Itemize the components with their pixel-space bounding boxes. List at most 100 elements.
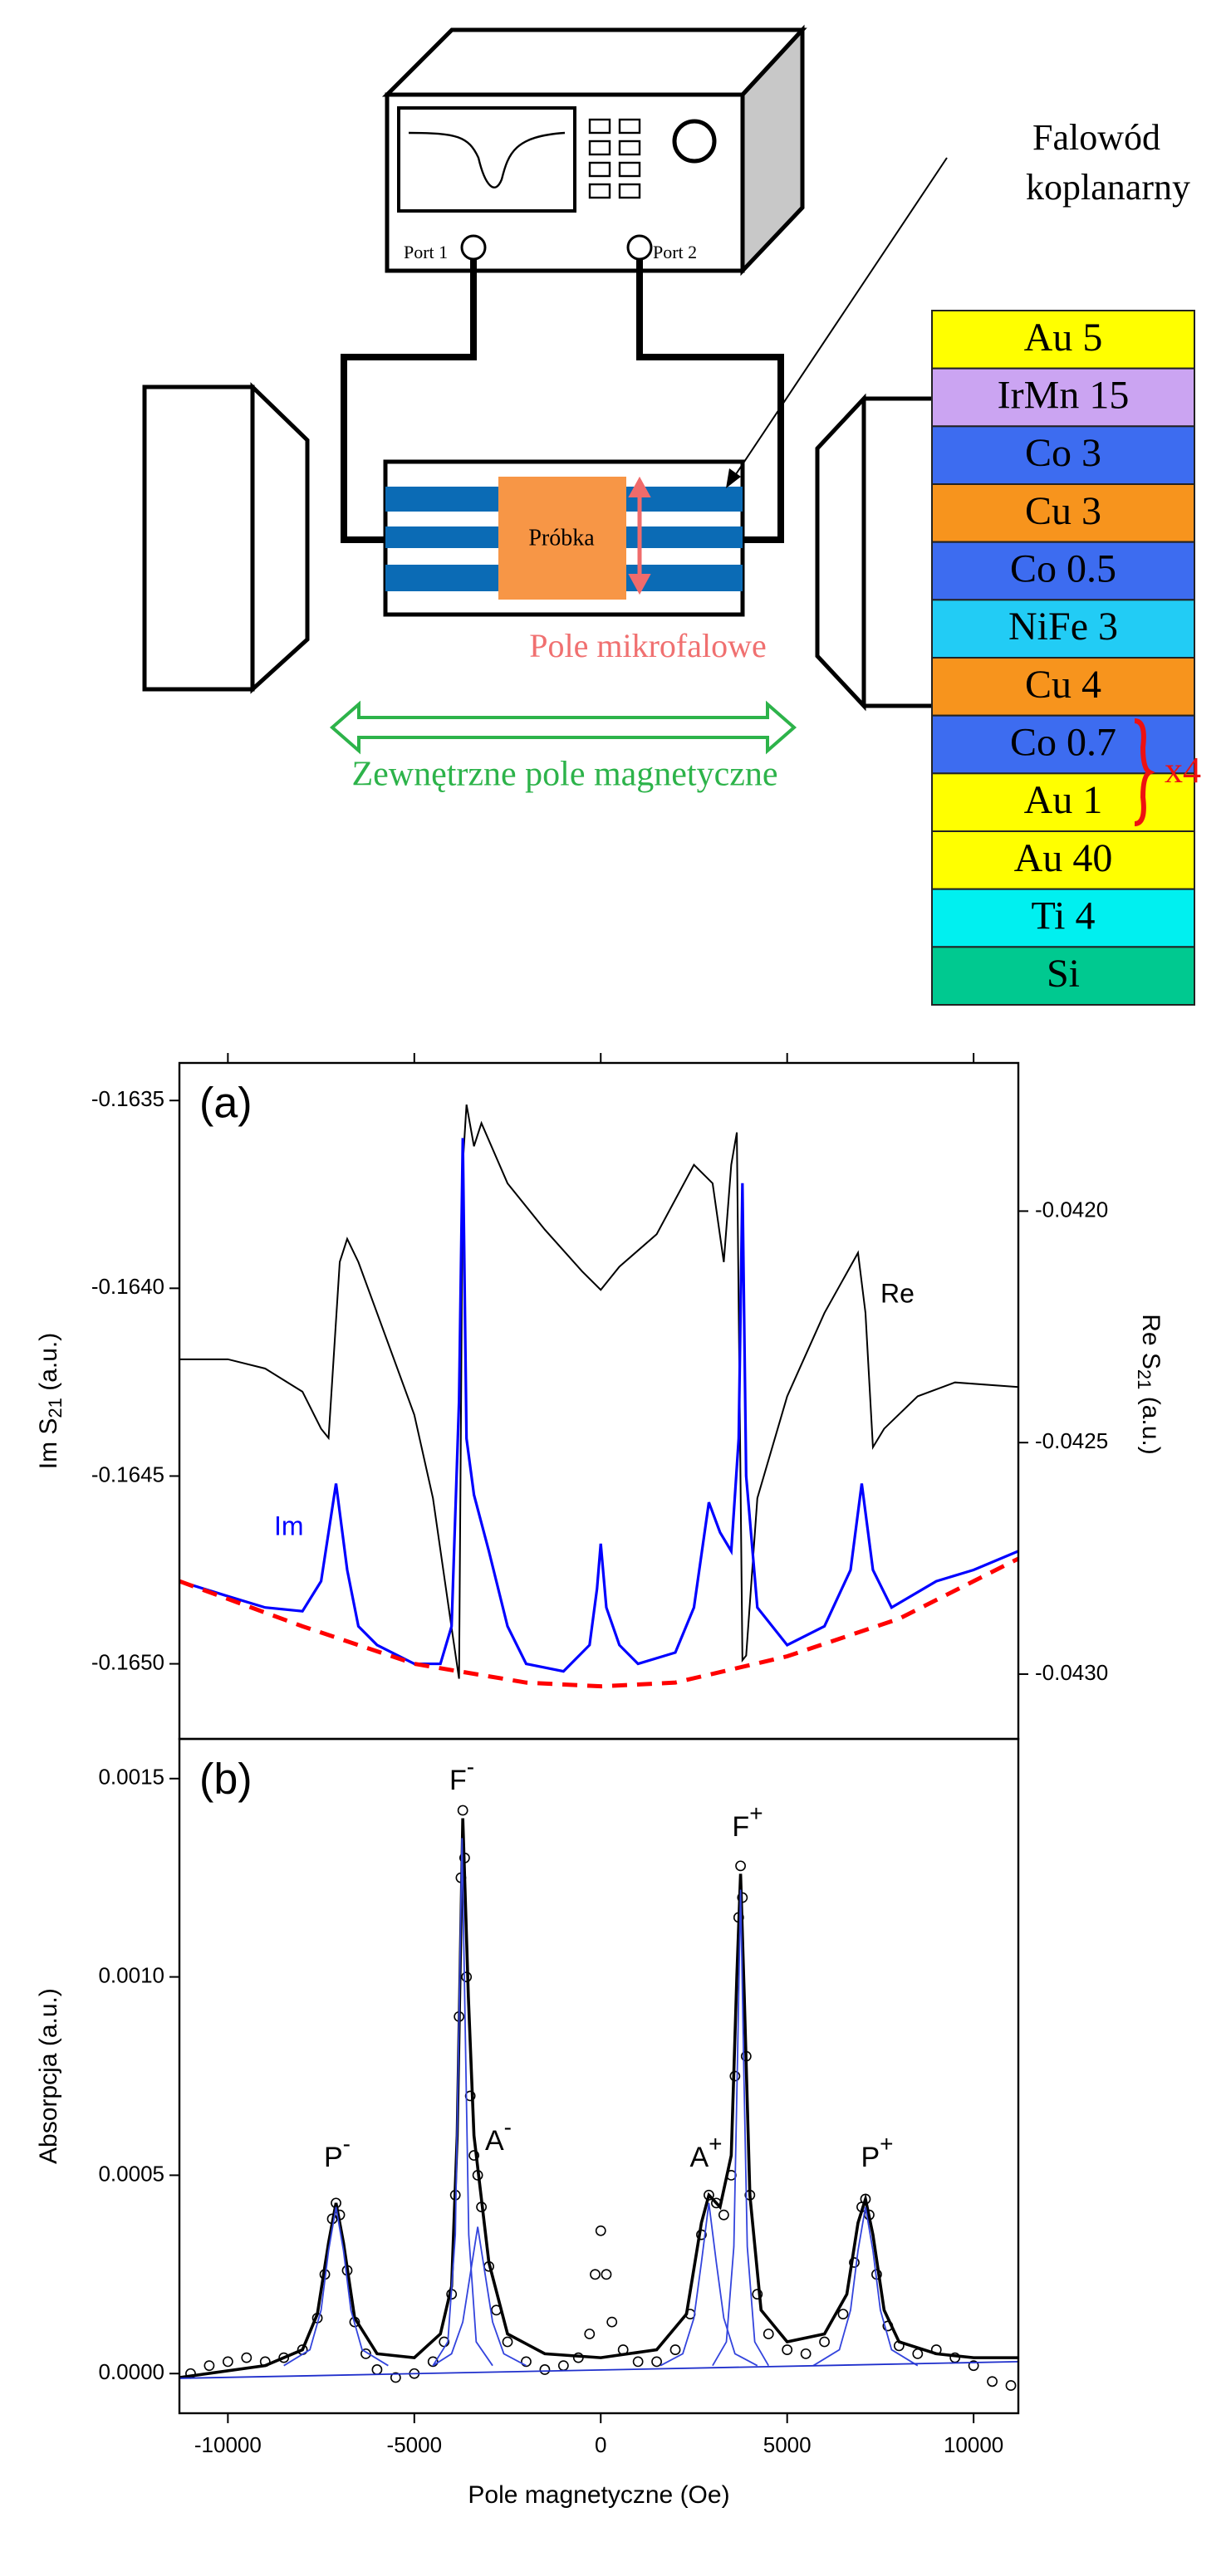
x-tick-label: -10000	[194, 2432, 262, 2457]
x-tick-label: 5000	[763, 2432, 812, 2457]
analyzer-buttons	[588, 118, 641, 199]
peak-label: F-	[449, 1754, 474, 1796]
port-label: Port 2	[653, 242, 697, 262]
data-point	[800, 2348, 812, 2359]
repeat-brace	[1134, 718, 1155, 826]
setup-diagram: Port 1 Port 2 Próbka Pole mikrofalowe Ze…	[142, 24, 1201, 1006]
repeat-label: x4	[1165, 750, 1201, 791]
data-point	[752, 2289, 763, 2300]
cable-2	[636, 259, 784, 543]
magnet-left-pole	[250, 382, 310, 694]
data-point	[590, 2269, 601, 2280]
y-tick-label: -0.1645	[91, 1462, 164, 1486]
data-point	[849, 2257, 860, 2268]
analyzer-screen	[397, 106, 576, 213]
plot-frame	[178, 1737, 1020, 2415]
data-point	[241, 2352, 253, 2363]
data-point	[735, 1860, 746, 1872]
data-point	[987, 2376, 998, 2387]
layer-label: Co 0.5	[1010, 547, 1116, 591]
x-tick-label: 10000	[944, 2432, 1003, 2457]
y-tick-label: 0.0015	[98, 1765, 164, 1790]
y2-tick-label: -0.0425	[1035, 1428, 1108, 1453]
data-point	[521, 2356, 532, 2368]
data-point	[968, 2360, 979, 2372]
data-point	[606, 2316, 618, 2328]
y-tick-label: 0.0000	[98, 2359, 164, 2384]
component-line	[179, 2361, 1019, 2379]
data-point	[427, 2356, 439, 2368]
microwave-label: Pole mikrofalowe	[529, 627, 767, 664]
data-point	[819, 2336, 830, 2348]
data-point	[502, 2336, 513, 2348]
data-point	[584, 2329, 596, 2339]
data-point	[669, 2344, 681, 2355]
y2-tick-label: -0.0420	[1035, 1197, 1108, 1222]
component-line	[812, 2206, 919, 2367]
y-tick-label: 0.0010	[98, 1962, 164, 1987]
magnet-right	[864, 396, 932, 708]
data-point	[763, 2329, 774, 2339]
data-point	[601, 2269, 612, 2280]
component-line	[432, 1838, 493, 2367]
callout-label: koplanarny	[1026, 167, 1190, 208]
callout-label: Falowód	[1032, 117, 1160, 158]
data-point	[204, 2360, 215, 2372]
data-point	[782, 2344, 793, 2355]
microwave-arrow	[628, 476, 651, 595]
port-2	[626, 234, 653, 261]
data-point	[1005, 2380, 1017, 2391]
y-tick-label: 0.0005	[98, 2161, 164, 2186]
port-1	[460, 234, 487, 261]
callout-arrowhead	[726, 468, 741, 488]
data-point	[539, 2364, 551, 2375]
panel-label: (b)	[199, 1756, 253, 1804]
analyzer-knob	[672, 119, 717, 164]
series-line	[179, 1138, 1019, 1673]
data-point	[390, 2372, 401, 2383]
peak-label: A-	[485, 2114, 512, 2157]
layer	[931, 714, 1195, 775]
charts: Re Im -0.1635 -0.1640 -0.1645 -0.1650 -0.0420 -…	[35, 1053, 1165, 2509]
y2-axis-title: Re S21 (a.u.)	[1134, 1314, 1165, 1455]
x-axis-title: Pole magnetyczne (Oe)	[468, 2481, 729, 2509]
data-point	[837, 2309, 849, 2319]
port-label: Port 1	[404, 242, 448, 262]
component-line	[432, 2226, 527, 2367]
magnet-right-pole	[815, 393, 866, 712]
layer-stack: Au 5 IrMn 15 Co 3 Cu 3 Co 0.5 NiFe 3 Cu 4 Co 0.…	[931, 310, 1195, 1006]
layer-label: Au 40	[1014, 836, 1113, 880]
x-tick-label: 0	[595, 2432, 606, 2457]
layer	[931, 946, 1195, 1006]
layer-label: IrMn 15	[998, 374, 1130, 418]
layer	[931, 888, 1195, 948]
component-line	[283, 2206, 389, 2367]
fit-baseline	[179, 1556, 1020, 1689]
data-point	[360, 2348, 371, 2359]
layer	[931, 830, 1195, 890]
layer	[931, 772, 1195, 832]
layer	[931, 483, 1195, 543]
sample-label: Próbka	[528, 525, 595, 551]
peak-label: A+	[689, 2131, 722, 2173]
layer-label: Si	[1047, 952, 1080, 996]
data-point	[278, 2352, 290, 2363]
component-line	[712, 1889, 770, 2367]
callout-line	[730, 157, 948, 482]
layer	[931, 310, 1195, 370]
layer-label: Cu 4	[1025, 663, 1101, 707]
peak-label: P+	[861, 2131, 893, 2173]
x-tick-label: -5000	[387, 2432, 443, 2457]
sample	[498, 477, 626, 600]
layer-label: Co 0.7	[1010, 721, 1116, 765]
peak-label: F+	[732, 1800, 763, 1843]
layer	[931, 599, 1195, 659]
peak-label: P-	[324, 2131, 351, 2173]
y-tick-label: -0.1640	[91, 1274, 164, 1299]
series-label: Im	[274, 1511, 304, 1540]
data-point	[222, 2356, 233, 2368]
magnet-left	[142, 384, 255, 692]
series-label: Re	[880, 1278, 915, 1308]
layer-label: Cu 3	[1025, 489, 1101, 533]
